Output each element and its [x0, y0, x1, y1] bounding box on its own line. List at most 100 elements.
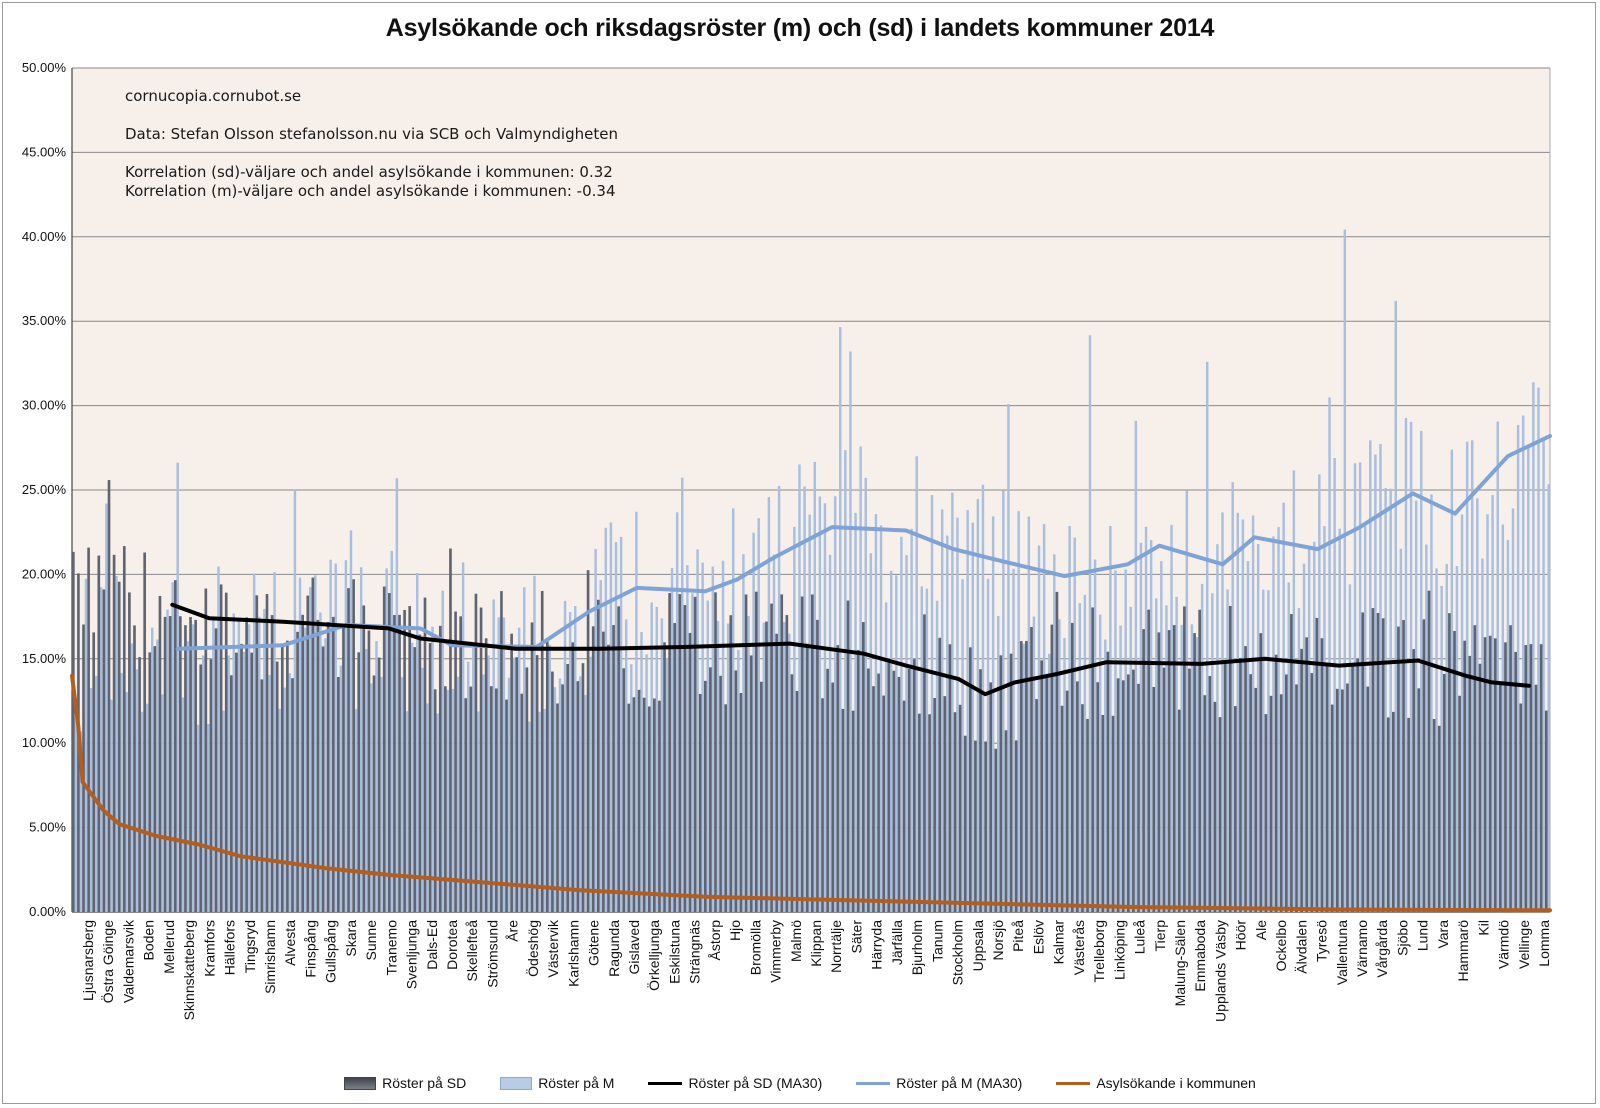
bar-sd [133, 625, 136, 912]
bar-m [1318, 474, 1321, 912]
bar-m [665, 658, 669, 912]
bar-sd [1183, 606, 1186, 912]
bar-m [115, 575, 118, 912]
bar-sd [219, 584, 223, 912]
bar-sd [1463, 640, 1467, 912]
x-tick-label: Sunne [363, 920, 379, 961]
bar-sd [673, 623, 677, 912]
bar-sd [530, 622, 534, 912]
bar-m [1547, 484, 1550, 912]
bar-m [278, 708, 281, 912]
bar-sd [596, 599, 600, 912]
bar-sd [556, 703, 559, 912]
legend-item-sd-ma: Röster på SD (MA30) [648, 1075, 822, 1091]
x-tick-label: Västerås [1071, 920, 1087, 975]
bar-m [1139, 542, 1143, 912]
bar-m [1307, 546, 1311, 912]
bar-m [130, 643, 134, 912]
bar-m [624, 619, 628, 912]
bar-m [1394, 300, 1398, 913]
bar-sd [1193, 633, 1196, 912]
bar-sd [785, 615, 789, 912]
bar-m [1175, 596, 1178, 912]
x-tick-label: Trelleborg [1091, 920, 1107, 983]
bar-m [757, 518, 760, 912]
bar-sd [1499, 683, 1502, 912]
bar-sd [1509, 625, 1512, 912]
bar-sd [744, 594, 748, 912]
bar-sd [1417, 688, 1421, 912]
bar-m [110, 699, 113, 912]
bar-sd [586, 570, 590, 912]
bar-sd [1081, 704, 1084, 912]
bar-sd [1086, 718, 1089, 912]
bar-sd [413, 647, 417, 912]
bar-m [691, 593, 694, 912]
bar-sd [255, 595, 259, 912]
x-tick-label: Valdemarsvik [120, 919, 136, 1003]
bar-sd [709, 667, 712, 912]
x-tick-label: Boden [141, 920, 157, 960]
bar-sd [979, 669, 982, 912]
y-tick-label: 10.00% [22, 735, 67, 750]
bar-m [258, 616, 261, 912]
bar-sd [1076, 681, 1079, 912]
bar-sd [1386, 717, 1390, 912]
bar-m [1165, 605, 1168, 912]
bar-m [1032, 616, 1036, 912]
bar-sd [321, 646, 325, 912]
bar-sd [551, 671, 554, 912]
bar-sd [933, 697, 936, 912]
bar-sd [337, 677, 340, 912]
bar-m [222, 710, 225, 912]
x-tick-label: Skellefteå [464, 920, 480, 982]
bar-m [1282, 502, 1285, 912]
bar-sd [1402, 619, 1405, 912]
bar-m [788, 633, 791, 912]
bar-sd [347, 588, 350, 912]
bar-m [395, 478, 399, 912]
bar-sd [184, 625, 187, 912]
bar-sd [632, 697, 636, 912]
bar-m [991, 516, 995, 912]
x-tick-label: Norsjö [990, 920, 1006, 961]
bar-m [930, 495, 934, 912]
bars [72, 229, 1550, 913]
bar-m [1430, 494, 1433, 912]
bar-m [319, 612, 322, 912]
bar-sd [836, 645, 840, 912]
bar-sd [974, 740, 977, 912]
bar-m [808, 514, 811, 912]
bar-m [375, 641, 378, 912]
bar-sd [1361, 612, 1365, 912]
bar-m [1440, 585, 1443, 912]
x-tick-label: Tranemo [383, 920, 399, 976]
bar-sd [831, 682, 835, 912]
bar-sd [209, 659, 213, 912]
bar-sd [1310, 673, 1314, 912]
x-tick-label: Bjurholm [909, 920, 925, 975]
bar-m [1358, 462, 1362, 912]
x-tick-label: Tingsryd [242, 920, 258, 973]
bar-m [849, 351, 852, 913]
bar-sd [867, 668, 870, 912]
bar-m [956, 517, 959, 912]
bar-sd [214, 628, 218, 912]
bar-m [1389, 488, 1392, 912]
y-tick-label: 15.00% [22, 651, 67, 666]
bar-m [150, 627, 154, 912]
bar-m [105, 503, 108, 912]
bar-m [1200, 583, 1204, 912]
bar-sd [204, 588, 208, 912]
bar-m [604, 527, 608, 912]
bar-m [563, 600, 567, 912]
bar-m [227, 655, 230, 912]
bar-sd [1514, 651, 1517, 912]
bar-m [696, 549, 699, 912]
x-tick-label: Kil [1475, 920, 1491, 936]
x-tick-label: Kramfors [201, 920, 217, 977]
x-tick-label: Lund [1415, 920, 1431, 951]
bar-m [171, 582, 174, 912]
bar-sd [367, 630, 371, 912]
bar-sd [362, 605, 366, 912]
